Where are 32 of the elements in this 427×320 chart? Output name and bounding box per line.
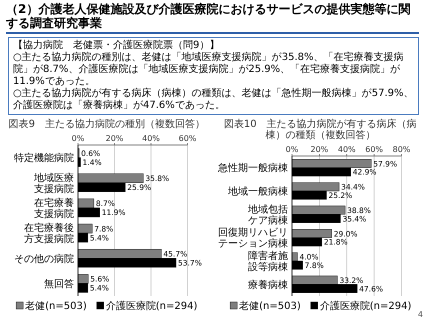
- y-tick-label: 障害者施設等病棟: [248, 250, 288, 273]
- x-tick-label: 0%: [72, 134, 85, 143]
- x-tick-label: 40%: [337, 145, 356, 154]
- legend-label: 老健(n=503): [25, 300, 87, 312]
- text: ○主たる協力病院の種別は、老健は「地域医療支援病院」が35.8%、「在宅療養支援病院」が8.7%、介護医療院は「地域医療支援病院」が25.9%、「在宅療養支援病院」が11.9%であった。: [13, 52, 404, 88]
- y-tick-label: 地域一般病棟: [226, 186, 288, 198]
- y-tick-label: 地域包括ケア病棟: [246, 203, 288, 226]
- text: 4: [418, 310, 423, 319]
- legend-label: 介護医療院(n=294): [106, 300, 198, 312]
- x-tick-label: 20%: [106, 134, 124, 143]
- text: ○主たる協力病院が有する病床（病棟）の種類は、老健は「急性期一般病棟」が57.9%、介護医療院は「療養病棟」が47.6%であった。: [13, 88, 414, 112]
- x-tick-label: 40%: [142, 134, 160, 143]
- y-tick-label: 在宅療養後方支援病院: [24, 222, 74, 246]
- text: 【協力病院 老健票・介護医療院票（問9）】: [13, 40, 220, 52]
- y-tick-label: 在宅療養支援病院: [34, 196, 74, 220]
- text: （2）介護老人保健施設及び介護医療院におけるサービスの提供実態等に関する調査研究事業: [6, 2, 419, 34]
- x-tick-label: 80%: [392, 145, 410, 154]
- y-tick-label: 療養病棟: [248, 278, 288, 291]
- y-tick-label: 特定機能病院: [14, 152, 74, 164]
- x-tick-label: 0%: [285, 145, 298, 154]
- chart-title: 図表9 主たる協力病院の種別（複数回答）: [8, 119, 206, 130]
- x-tick-label: 60%: [178, 134, 197, 143]
- legend-label: 介護医療院(n=294): [319, 300, 411, 312]
- y-tick-label: 無回答: [44, 278, 74, 290]
- x-tick-label: 60%: [364, 145, 383, 154]
- chart-title: 図表10 主たる協力病院が有する病床（病棟）の種類（複数回答）: [222, 119, 418, 141]
- y-tick-label: 回復期リハビリテーション病棟: [218, 226, 288, 250]
- y-tick-label: 地域医療支援病院: [33, 172, 74, 195]
- y-tick-label: 急性期一般病棟: [216, 162, 288, 174]
- y-tick-label: その他の病院: [14, 252, 74, 265]
- x-tick-label: 20%: [310, 145, 328, 154]
- legend-label: 老健(n=503): [238, 300, 300, 312]
